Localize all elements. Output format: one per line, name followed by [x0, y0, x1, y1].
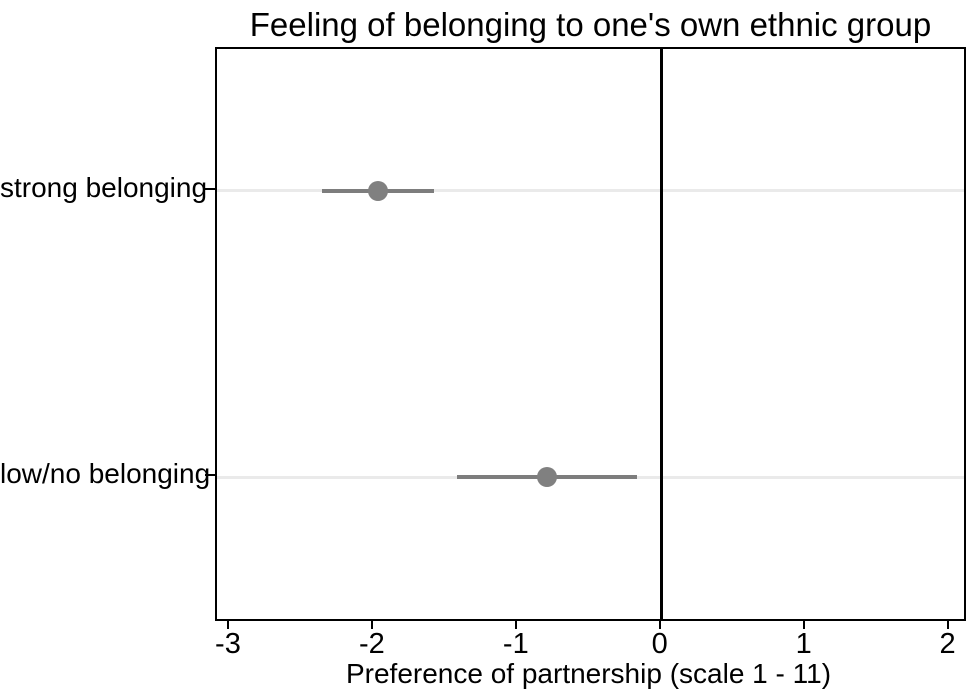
x-axis-tick-label: -3 — [215, 628, 241, 660]
x-axis-tick-label: -1 — [502, 628, 529, 660]
gridline — [217, 189, 964, 193]
zero-reference-line — [660, 49, 663, 619]
x-axis-tick-label: -2 — [358, 628, 385, 660]
y-axis-tick — [205, 187, 215, 190]
x-axis-tick — [226, 619, 229, 629]
x-axis-tick — [802, 619, 805, 629]
y-axis-category-label: strong belonging — [0, 171, 208, 203]
plot-area — [215, 47, 966, 621]
x-axis-tick-label: 2 — [939, 628, 956, 660]
x-axis-tick-label: 1 — [795, 628, 812, 660]
x-axis-title: Preference of partnership (scale 1 - 11) — [345, 658, 832, 689]
x-axis-tick — [658, 619, 661, 629]
chart-title: Feeling of belonging to one's own ethnic… — [249, 6, 932, 43]
y-axis-tick — [205, 474, 215, 477]
x-axis-tick — [946, 619, 949, 629]
point-estimate-marker — [368, 180, 389, 201]
x-axis-tick — [370, 619, 373, 629]
y-axis-category-label: low/no belonging — [0, 458, 211, 490]
x-axis-tick-label: 0 — [651, 628, 668, 660]
point-estimate-marker — [536, 467, 557, 488]
x-axis-tick — [514, 619, 517, 629]
